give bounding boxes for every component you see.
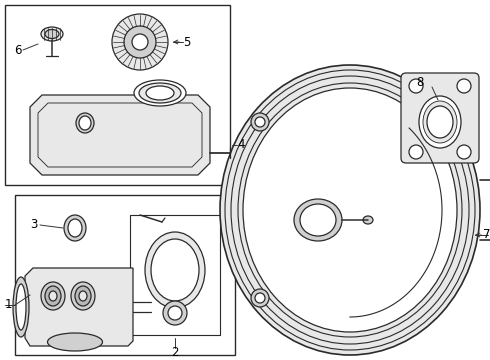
Ellipse shape — [64, 215, 86, 241]
Ellipse shape — [238, 83, 462, 337]
Ellipse shape — [68, 219, 82, 237]
Ellipse shape — [363, 216, 373, 224]
Circle shape — [457, 79, 471, 93]
Circle shape — [457, 145, 471, 159]
Ellipse shape — [79, 291, 87, 301]
Ellipse shape — [75, 286, 91, 306]
FancyBboxPatch shape — [401, 73, 479, 163]
Ellipse shape — [48, 333, 102, 351]
Circle shape — [168, 306, 182, 320]
Ellipse shape — [427, 106, 453, 138]
Text: 8: 8 — [416, 76, 424, 89]
Circle shape — [251, 289, 269, 307]
Polygon shape — [25, 268, 133, 346]
Ellipse shape — [145, 232, 205, 308]
Ellipse shape — [134, 80, 186, 106]
Ellipse shape — [41, 282, 65, 310]
Ellipse shape — [13, 277, 29, 337]
Ellipse shape — [79, 116, 91, 130]
Polygon shape — [30, 95, 210, 175]
Ellipse shape — [243, 88, 457, 332]
Text: 4: 4 — [237, 139, 245, 152]
Ellipse shape — [146, 86, 174, 100]
Circle shape — [112, 14, 168, 70]
Ellipse shape — [300, 204, 336, 236]
Bar — [5, 5, 230, 185]
Ellipse shape — [76, 113, 94, 133]
Ellipse shape — [49, 291, 57, 301]
Ellipse shape — [45, 286, 61, 306]
Text: 7: 7 — [483, 229, 490, 242]
Text: 1: 1 — [5, 298, 13, 311]
Circle shape — [163, 301, 187, 325]
Ellipse shape — [423, 101, 457, 143]
Ellipse shape — [419, 96, 461, 148]
Ellipse shape — [41, 27, 63, 41]
Circle shape — [409, 145, 423, 159]
Text: 6: 6 — [15, 44, 22, 57]
Bar — [130, 215, 220, 335]
Ellipse shape — [16, 284, 26, 330]
Text: 5: 5 — [183, 36, 191, 49]
Circle shape — [124, 26, 156, 58]
Circle shape — [409, 79, 423, 93]
Circle shape — [255, 293, 265, 303]
Bar — [15, 195, 235, 355]
Circle shape — [251, 113, 269, 131]
Ellipse shape — [294, 199, 342, 241]
Ellipse shape — [45, 30, 59, 39]
Ellipse shape — [71, 282, 95, 310]
Ellipse shape — [139, 83, 181, 103]
Text: 3: 3 — [30, 219, 37, 231]
Text: 2: 2 — [171, 346, 179, 359]
Circle shape — [132, 34, 148, 50]
Circle shape — [255, 117, 265, 127]
Ellipse shape — [151, 239, 199, 301]
Ellipse shape — [220, 65, 480, 355]
